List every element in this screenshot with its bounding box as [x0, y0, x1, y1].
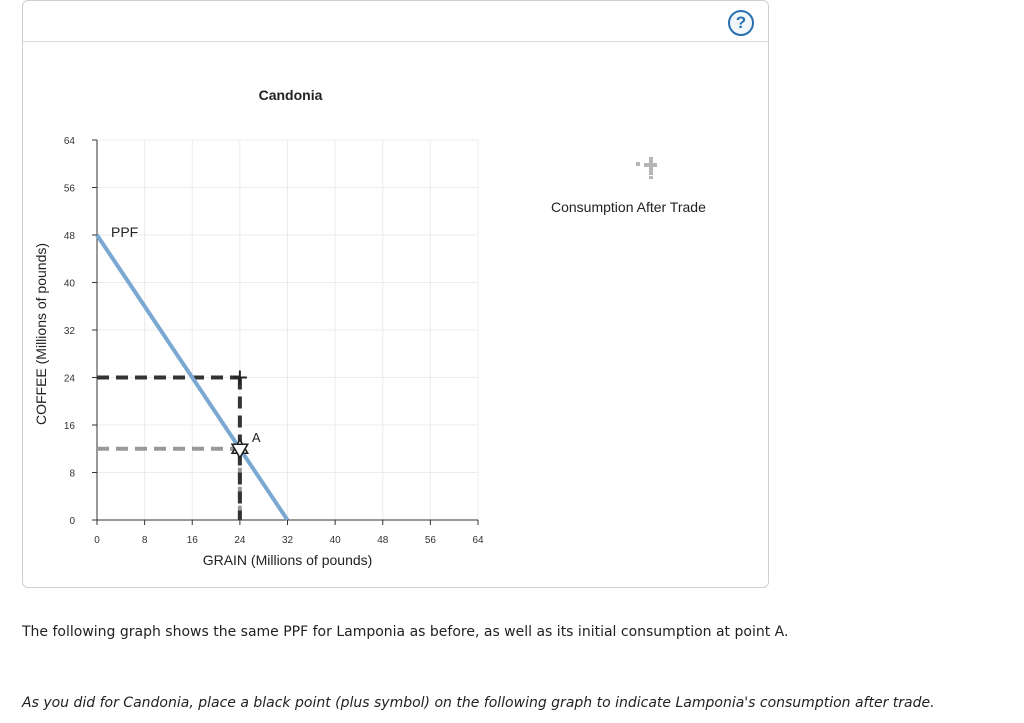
legend-label: Consumption After Trade — [551, 199, 706, 215]
y-tick-label: 56 — [64, 184, 76, 195]
panel-divider — [23, 41, 768, 42]
ppf-line — [95, 233, 290, 522]
x-tick-label: 16 — [187, 535, 199, 546]
x-tick-label: 24 — [234, 535, 246, 546]
y-tick-label: 0 — [69, 516, 75, 527]
task-text: As you did for Candonia, place a black p… — [22, 695, 935, 711]
x-axis-label: GRAIN (Millions of pounds) — [203, 552, 373, 568]
y-axis-label: COFFEE (Millions of pounds) — [33, 243, 49, 425]
x-tick-label: 0 — [94, 535, 100, 546]
help-button[interactable]: ? — [728, 10, 754, 36]
y-tick-label: 24 — [64, 374, 76, 385]
y-tick-label: 8 — [69, 469, 75, 480]
x-tick-label: 64 — [472, 535, 484, 546]
x-tick-label: 40 — [330, 535, 342, 546]
ppf-label: PPF — [111, 224, 138, 240]
y-tick-label: 64 — [64, 136, 76, 147]
y-tick-label: 16 — [64, 421, 76, 432]
chart-svg[interactable]: 0 8 16 24 32 40 48 56 64 0 8 16 24 32 40 48 56 64 Candoni… — [23, 1, 770, 589]
instruction-text: The following graph shows the same PPF f… — [22, 624, 789, 640]
point-a-label: A — [252, 430, 261, 445]
x-tick-label: 32 — [282, 535, 294, 546]
x-tick-label: 56 — [425, 535, 437, 546]
graph-panel: ? 0 8 16 24 32 40 48 56 64 0 8 16 24 32 40 48 56 64 Cando… — [22, 0, 769, 588]
chart-title: Candonia — [259, 87, 323, 103]
consumption-plus-tool-icon[interactable] — [635, 156, 658, 184]
point-a-marker-inner — [230, 443, 250, 460]
x-tick-label: 48 — [377, 535, 389, 546]
y-tick-label: 32 — [64, 326, 76, 337]
x-tick-label: 8 — [142, 535, 148, 546]
y-tick-label: 40 — [64, 279, 76, 290]
y-tick-label: 48 — [64, 231, 76, 242]
